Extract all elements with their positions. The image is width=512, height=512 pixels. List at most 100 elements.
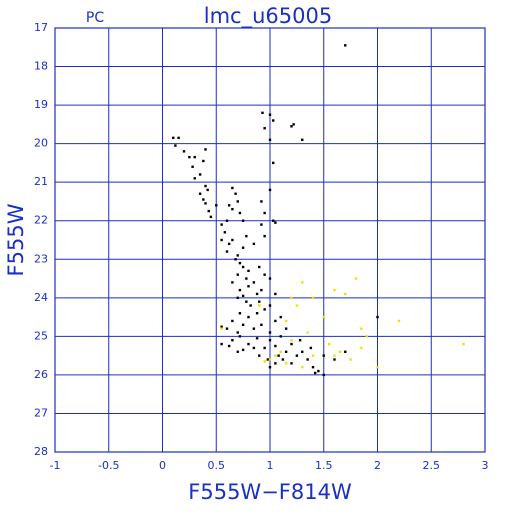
data-point [301, 350, 304, 353]
data-point [268, 138, 272, 141]
data-point [247, 269, 250, 273]
data-point [174, 144, 177, 147]
y-axis-label: F555W [4, 203, 28, 276]
data-point [344, 292, 347, 296]
data-point [268, 113, 272, 116]
data-point [241, 348, 245, 352]
data-point [234, 258, 237, 261]
data-point [301, 366, 304, 369]
plot-frame [54, 27, 486, 453]
data-point [236, 350, 239, 353]
data-point [306, 331, 309, 334]
data-point [311, 366, 315, 369]
data-point [301, 281, 304, 284]
data-point [202, 198, 205, 201]
data-point [263, 273, 266, 276]
x-tick-label: 1.5 [315, 459, 333, 472]
data-point [322, 373, 325, 377]
data-point [209, 215, 213, 219]
data-point [231, 339, 234, 342]
data-point [290, 342, 293, 346]
data-point [255, 292, 259, 296]
data-point [207, 209, 210, 213]
data-point [376, 366, 379, 369]
y-tick-label: 27 [34, 406, 48, 419]
data-point [193, 177, 196, 180]
data-point [290, 296, 293, 300]
data-point [311, 296, 315, 300]
data-point [238, 312, 242, 315]
data-point [182, 150, 186, 153]
data-point [344, 44, 347, 47]
data-point [177, 136, 180, 140]
data-point [376, 315, 379, 319]
data-point [266, 358, 270, 361]
data-point [274, 354, 277, 357]
y-tick-label: 24 [34, 291, 48, 304]
data-point [236, 273, 239, 276]
data-point [284, 362, 288, 365]
y-tick-label: 22 [34, 214, 48, 227]
detector-label: PC [86, 10, 104, 26]
data-point [220, 327, 223, 330]
data-point [236, 200, 239, 203]
data-point [225, 250, 229, 253]
data-point [252, 327, 256, 330]
data-point [225, 219, 229, 222]
data-point [301, 138, 304, 141]
data-point [360, 346, 363, 350]
data-point [292, 123, 295, 126]
data-point [290, 125, 293, 128]
data-point [255, 337, 259, 340]
data-point [277, 354, 280, 357]
data-point [223, 231, 227, 234]
data-point [252, 281, 256, 284]
data-point [191, 165, 194, 168]
data-point [231, 207, 234, 211]
y-tick-label: 18 [34, 60, 48, 73]
data-point [260, 323, 263, 326]
data-point [360, 327, 363, 330]
data-point [206, 188, 209, 192]
data-point [255, 312, 259, 315]
data-point [260, 288, 263, 292]
data-point [241, 265, 245, 269]
x-tick-label: 1 [267, 459, 274, 472]
data-point [263, 211, 266, 215]
data-point [241, 294, 245, 298]
data-point [245, 234, 248, 238]
data-point [252, 242, 256, 246]
data-point [354, 277, 358, 280]
data-point [268, 339, 272, 342]
data-point [260, 200, 263, 203]
data-point [274, 221, 277, 224]
data-point [306, 358, 309, 361]
y-tick-label: 17 [34, 21, 48, 34]
x-tick-label: 2.5 [423, 459, 441, 472]
data-point [268, 277, 272, 280]
data-point [268, 331, 272, 334]
data-point [327, 342, 331, 346]
data-point [247, 342, 250, 346]
y-tick-label: 28 [34, 445, 48, 458]
data-point [247, 315, 250, 319]
data-point [238, 335, 242, 338]
y-tick-label: 23 [34, 252, 48, 265]
data-point [263, 308, 266, 311]
y-tick-label: 25 [34, 329, 48, 342]
data-point [462, 342, 465, 346]
data-point [202, 159, 205, 163]
data-point [204, 148, 207, 151]
data-point [274, 362, 277, 365]
data-point [236, 296, 239, 300]
data-point [238, 288, 242, 292]
data-point [290, 362, 293, 365]
x-tick-label: -1 [50, 459, 61, 472]
data-point [274, 292, 277, 296]
data-point [249, 304, 252, 307]
data-point [231, 186, 234, 190]
data-point [204, 184, 207, 188]
data-point [279, 350, 282, 353]
data-point [263, 234, 266, 238]
x-tick-label: 2 [374, 459, 381, 472]
